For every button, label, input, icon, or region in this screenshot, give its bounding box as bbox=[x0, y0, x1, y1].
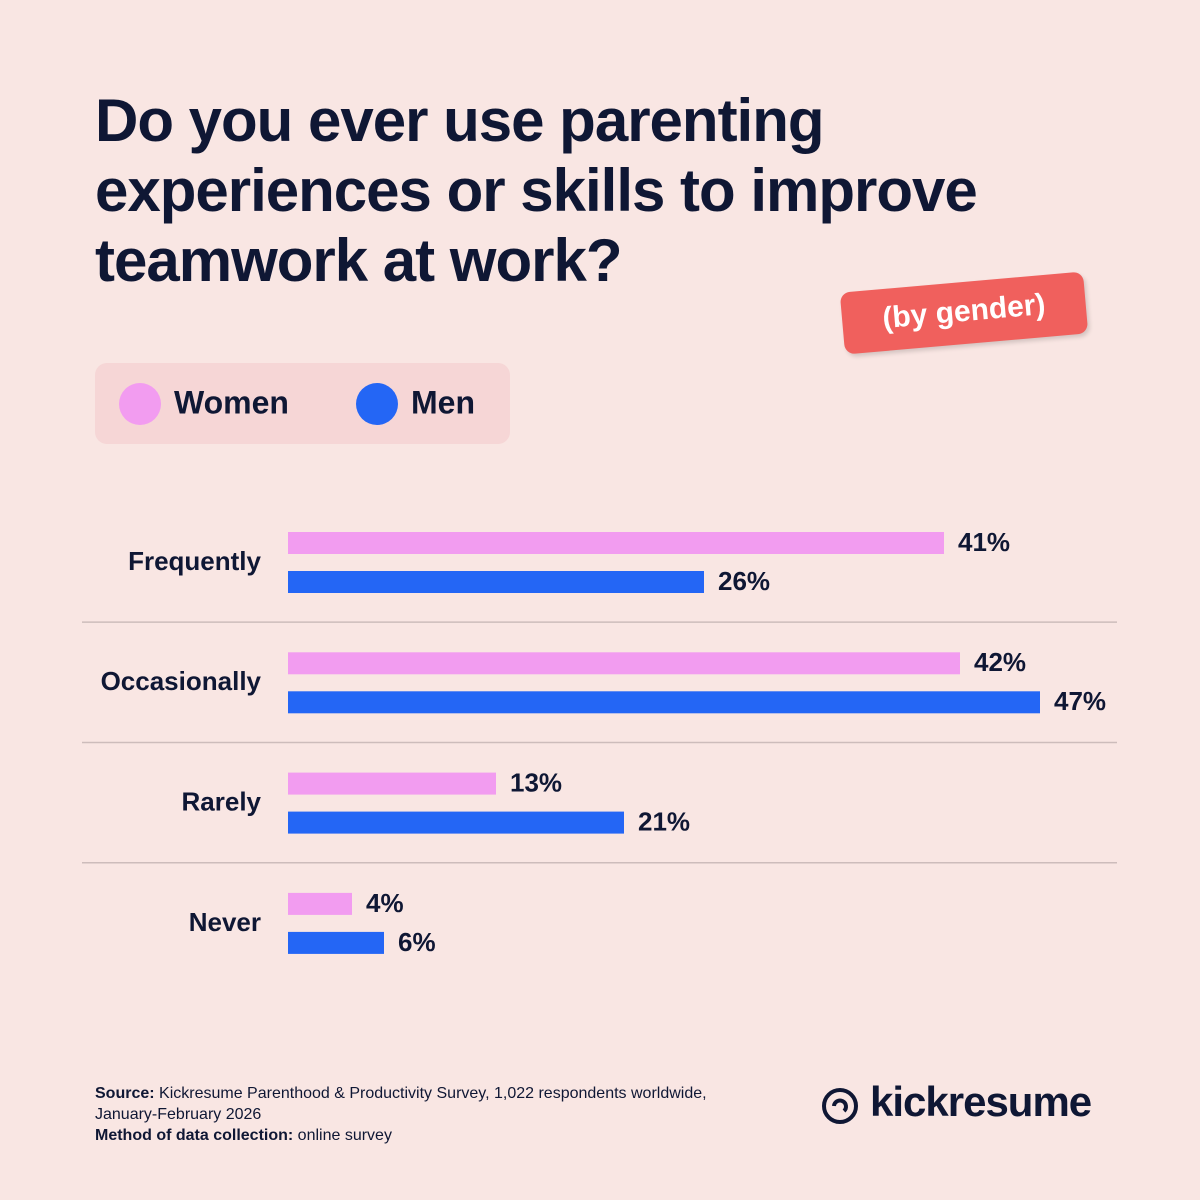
value-label: 13% bbox=[510, 767, 562, 797]
legend-swatch bbox=[119, 383, 161, 425]
legend-box bbox=[95, 363, 510, 444]
legend-swatch bbox=[356, 383, 398, 425]
value-label: 21% bbox=[638, 806, 690, 836]
bar bbox=[288, 691, 1040, 714]
value-label: 41% bbox=[958, 527, 1010, 557]
source-label: Source: bbox=[95, 1085, 155, 1102]
bar bbox=[288, 532, 944, 554]
bar bbox=[288, 811, 624, 834]
category-label: Rarely bbox=[182, 786, 262, 816]
chart-title: Do you ever use parenting experiences or… bbox=[95, 87, 978, 294]
logo-icon bbox=[822, 1088, 858, 1124]
value-label: 42% bbox=[974, 647, 1026, 677]
category-label: Never bbox=[189, 907, 261, 937]
footer: Source: Kickresume Parenthood & Producti… bbox=[95, 1083, 755, 1146]
value-label: 4% bbox=[366, 888, 404, 918]
bar bbox=[288, 892, 352, 915]
source-text: Kickresume Parenthood & Productivity Sur… bbox=[95, 1085, 707, 1123]
bar bbox=[288, 772, 496, 795]
legend-label: Men bbox=[411, 384, 475, 420]
value-label: 26% bbox=[718, 566, 770, 596]
value-label: 47% bbox=[1054, 686, 1106, 716]
method-text: online survey bbox=[297, 1127, 392, 1144]
bar bbox=[288, 931, 384, 954]
method-label: Method of data collection: bbox=[95, 1127, 294, 1144]
category-label: Frequently bbox=[128, 546, 261, 576]
category-label: Occasionally bbox=[101, 666, 262, 696]
value-label: 6% bbox=[398, 927, 436, 957]
logo: kickresume bbox=[870, 1078, 1092, 1125]
bar bbox=[288, 571, 704, 593]
bar bbox=[288, 652, 960, 675]
legend-label: Women bbox=[174, 384, 289, 420]
